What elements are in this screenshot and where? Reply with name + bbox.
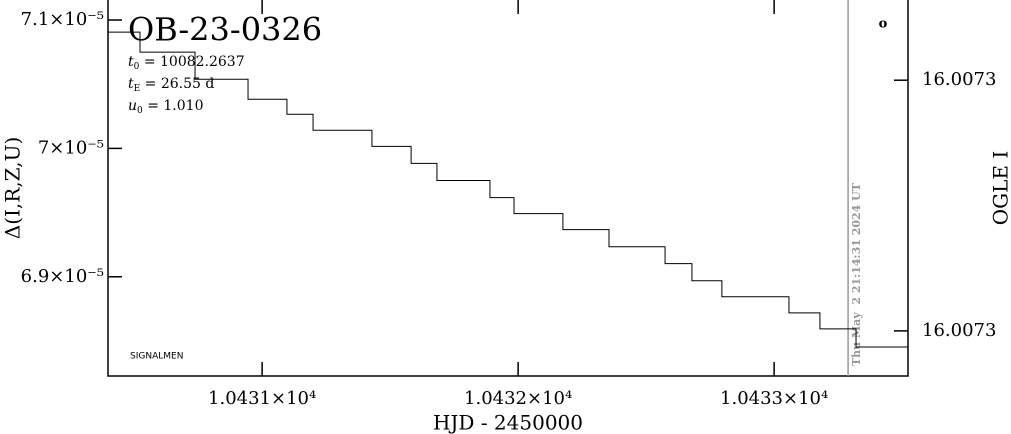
chart-title: OB-23-0326 bbox=[128, 11, 322, 49]
param: tE = 26.55 d bbox=[128, 76, 214, 94]
x-tick-label: 1.0431×10⁴ bbox=[208, 388, 316, 409]
now-label: Thu May 2 21:14:31 2024 UT bbox=[850, 182, 863, 366]
model-line bbox=[108, 31, 908, 348]
x-tick-label: 1.0433×10⁴ bbox=[720, 388, 828, 409]
axis-frame bbox=[107, 0, 909, 377]
y2-tick-label: 16.0073 bbox=[922, 69, 996, 90]
y2-tick-label: 16.0073 bbox=[922, 320, 996, 341]
marker: o bbox=[879, 17, 888, 32]
y2-axis-label: OGLE I bbox=[989, 151, 1011, 226]
param: t0 = 10082.2637 bbox=[128, 54, 245, 72]
y-tick-label: 7×10⁻⁵ bbox=[38, 137, 104, 158]
y-tick-label: 6.9×10⁻⁵ bbox=[21, 266, 104, 287]
y-tick-label: 7.1×10⁻⁵ bbox=[21, 9, 104, 30]
param: u0 = 1.010 bbox=[128, 98, 203, 116]
x-axis-label: HJD - 2450000 bbox=[433, 411, 583, 434]
credit: SIGNALMEN bbox=[130, 352, 183, 362]
x-tick-label: 1.0432×10⁴ bbox=[464, 388, 572, 409]
y-axis-label: Δ(I,R,Z,U) bbox=[1, 137, 25, 239]
